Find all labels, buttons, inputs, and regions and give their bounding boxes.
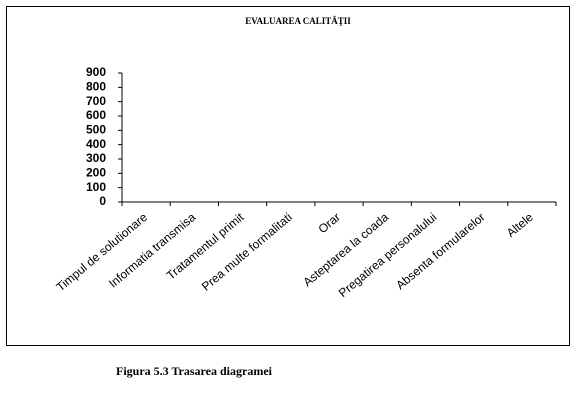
y-tick-label: 300 bbox=[86, 151, 106, 165]
y-tick-label: 400 bbox=[86, 137, 106, 151]
y-tick-label: 800 bbox=[86, 80, 106, 94]
y-tick-label: 900 bbox=[86, 65, 106, 79]
caption: Figura 5.3 Trasarea diagramei bbox=[116, 364, 273, 378]
chart-border bbox=[6, 6, 570, 346]
y-tick-label: 100 bbox=[86, 180, 106, 194]
chart-title: EVALUAREA CALITĂŢII bbox=[245, 16, 351, 26]
y-tick-label: 600 bbox=[86, 108, 106, 122]
y-tick-label: 200 bbox=[86, 166, 106, 180]
y-tick-label: 700 bbox=[86, 94, 106, 108]
y-tick-label: 0 bbox=[99, 194, 106, 208]
y-tick-label: 500 bbox=[86, 123, 106, 137]
